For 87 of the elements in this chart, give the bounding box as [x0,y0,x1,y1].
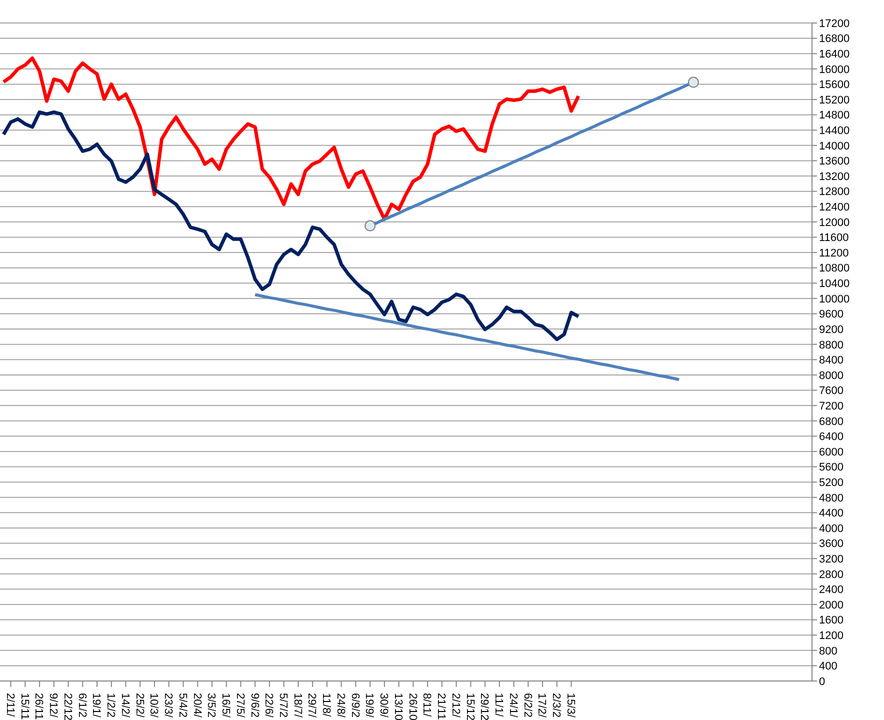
y-tick-label: 2000 [819,599,844,612]
y-tick-label: 9200 [819,324,844,336]
x-tick-label: 20/4/ [190,693,203,718]
y-tick-label: 12800 [819,186,850,198]
y-tick-label: 15200 [819,94,850,106]
x-tick-label: 6/2/2 [521,693,534,718]
y-tick-label: 800 [819,645,838,658]
line-series [254,293,681,382]
y-tick-label: 10000 [819,293,850,306]
x-tick-label: 26/10 [406,693,418,720]
x-tick-label: 10/3/ [148,693,160,718]
x-tick-label: 17/2/ [536,693,548,718]
x-tick-label: 23/3/ [162,693,174,718]
x-tick-label: 5/7/2 [276,693,289,718]
x-tick-label: 8/11/ [420,693,433,718]
y-tick-label: 16400 [819,48,850,61]
x-tick-label: 2/11/ [4,693,16,718]
y-tick-label: 16000 [819,64,850,76]
x-tick-label: 2/3/2 [550,693,562,718]
y-tick-label: 4800 [819,492,844,504]
x-tick-label: 21/11 [435,693,448,720]
y-tick-label: 1600 [819,614,844,627]
y-tick-label: 13600 [819,156,850,168]
x-tick-label: 15/12 [464,693,476,720]
y-tick-label: 8400 [819,354,844,367]
y-tick-label: 6400 [819,431,844,444]
y-tick-label: 15600 [819,79,850,92]
x-tick-label: 11/8/ [320,693,332,718]
x-tick-label: 24/8/ [334,693,346,718]
x-tick-label: 9/6/2 [248,693,260,718]
y-tick-label: 0 [819,676,826,688]
y-tick-label: 7600 [819,385,844,398]
y-tick-label: 400 [819,660,838,673]
x-tick-label: 19/9/ [363,693,376,718]
x-tick-label: 1/2/2 [104,693,117,718]
x-tick-label: 9/12/ [47,693,60,718]
x-tick-label: 18/7/ [291,693,304,718]
x-tick-label: 29/7/ [306,693,318,718]
y-tick-label: 2800 [819,568,844,581]
y-tick-label: 8000 [819,370,844,382]
x-tick-label: 29/12 [478,693,490,720]
x-tick-label: 22/12 [61,693,74,720]
y-tick-label: 14000 [819,140,850,152]
y-tick-label: 3200 [819,553,844,566]
y-tick-label: 14800 [819,110,850,122]
x-tick-label: 6/9/2 [348,693,361,718]
x-tick-label: 25/2/ [133,693,146,718]
y-tick-label: 14400 [819,125,850,138]
y-tick-label: 4400 [819,508,844,520]
y-tick-label: 6800 [819,416,844,428]
x-tick-label: 14/2/ [118,693,131,718]
y-tick-label: 7200 [819,400,844,412]
y-tick-label: 17200 [819,18,850,30]
y-tick-label: 11600 [819,232,849,244]
y-tick-label: 5600 [819,462,844,474]
y-tick-label: 10400 [819,278,850,290]
x-tick-label: 2/12/ [449,693,462,718]
line-series [2,56,580,221]
y-tick-label: 3600 [819,538,844,550]
x-tick-label: 11/1/ [492,693,505,718]
line-series [2,110,580,342]
y-tick-label: 5200 [819,476,844,489]
x-tick-label: 24/1/ [506,693,519,718]
y-tick-label: 2400 [819,584,844,596]
x-tick-label: 15/11 [18,693,30,720]
x-tick-label: 27/5/ [234,693,246,718]
x-tick-label: 6/1/2 [76,693,88,718]
x-tick-label: 15/3/ [564,693,576,718]
y-tick-label: 4000 [819,522,844,535]
x-tick-label: 3/5/2 [205,693,218,718]
y-tick-label: 12400 [819,202,850,214]
y-tick-label: 6000 [819,446,844,458]
y-tick-label: 11200 [819,247,849,260]
y-tick-label: 10800 [819,262,850,275]
y-tick-label: 13200 [819,170,850,183]
x-tick-label: 16/5/ [220,693,232,718]
y-tick-label: 1200 [819,630,844,642]
x-tick-label: 26/11 [32,693,45,720]
x-tick-label: 13/10 [392,693,404,720]
y-tick-label: 9600 [819,308,844,321]
x-tick-label: 5/4/2 [176,693,188,718]
y-tick-label: 16800 [819,33,850,46]
x-tick-label: 22/6/ [262,693,275,718]
y-tick-label: 12000 [819,216,850,229]
x-tick-label: 19/1/ [90,693,102,718]
x-tick-label: 30/9/ [378,693,390,718]
y-tick-label: 8800 [819,339,844,352]
